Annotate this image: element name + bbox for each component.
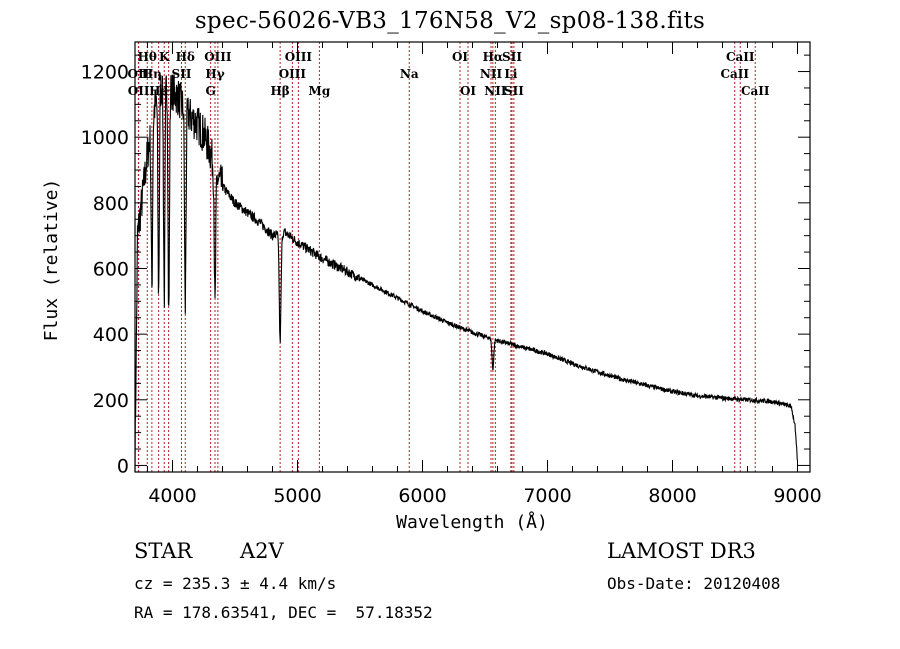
x-tick-label: 9000 <box>773 485 821 507</box>
line-marker-label: Hδ <box>176 50 195 64</box>
line-marker-label: Na <box>400 67 419 81</box>
x-axis-ticks: 4000 5000 6000 7000 8000 9000 <box>147 42 822 507</box>
y-axis-label: Flux (relative) <box>41 179 62 342</box>
line-marker-label: Hη <box>142 67 162 81</box>
line-marker-label: SII <box>172 67 192 81</box>
survey-name: LAMOST DR3 <box>607 539 756 563</box>
y-tick-label: 1000 <box>81 127 129 149</box>
line-marker-label: SII <box>504 84 524 98</box>
y-axis-ticks: 0 200 400 600 800 1000 1200 <box>81 54 810 477</box>
line-marker-label: OIII <box>285 50 313 64</box>
x-tick-label: 4000 <box>148 485 196 507</box>
line-marker-label: Mg <box>309 84 331 98</box>
x-tick-label: 6000 <box>398 485 446 507</box>
line-marker-label: He <box>149 84 168 98</box>
object-subclass: A2V <box>240 539 284 563</box>
x-tick-label: 7000 <box>523 485 571 507</box>
x-tick-label: 5000 <box>273 485 321 507</box>
plot-frame <box>134 41 811 473</box>
coordinates-text: RA = 178.63541, DEC = 57.18352 <box>134 603 433 622</box>
line-marker-label: Hγ <box>205 67 224 81</box>
y-tick-label: 600 <box>93 258 129 280</box>
line-marker-label: Hθ <box>138 50 157 64</box>
line-marker-label: Li <box>504 67 517 81</box>
obs-date-text: Obs-Date: 20120408 <box>607 574 781 593</box>
line-marker-label: CaII <box>726 50 755 64</box>
chart-title: spec-56026-VB3_176N58_V2_sp08-138.fits <box>194 8 706 34</box>
line-marker-label: OI <box>460 84 476 98</box>
x-tick-label: 8000 <box>648 485 696 507</box>
line-marker-label: Hα <box>483 50 504 64</box>
line-marker-label: CaII <box>741 84 770 98</box>
line-marker-label: SII <box>502 50 522 64</box>
line-marker-label: OIII <box>279 67 307 81</box>
y-tick-label: 800 <box>93 193 129 215</box>
line-marker-label: H <box>163 84 174 98</box>
x-axis-label: Wavelength (Å) <box>396 511 548 533</box>
line-marker-label: NII <box>484 84 507 98</box>
line-marker-label: OII <box>128 84 150 98</box>
line-marker-label: NII <box>480 67 503 81</box>
spectrum-line <box>134 74 799 473</box>
redshift-text: cz = 235.3 ± 4.4 km/s <box>134 574 337 593</box>
line-marker-label: Hβ <box>270 84 289 98</box>
line-marker-label: OI <box>452 50 468 64</box>
line-marker-label: CaII <box>720 67 749 81</box>
y-tick-label: 0 <box>117 455 129 477</box>
line-marker-label: K <box>159 50 170 64</box>
line-marker-label: OIII <box>204 50 232 64</box>
object-class: STAR <box>134 539 193 563</box>
y-tick-label: 400 <box>93 324 129 346</box>
line-marker-label: G <box>206 84 216 98</box>
line-marker-label: OII <box>128 67 150 81</box>
y-tick-label: 1200 <box>81 62 129 84</box>
line-markers-layer <box>137 42 756 472</box>
y-tick-label: 200 <box>93 390 129 412</box>
